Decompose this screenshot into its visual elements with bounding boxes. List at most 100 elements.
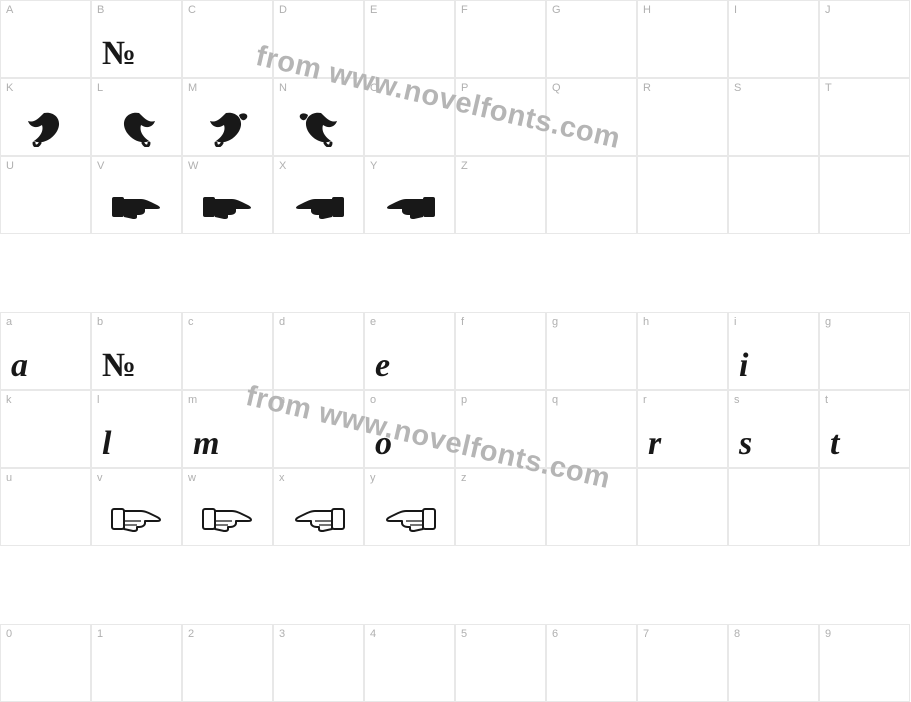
cell-label: A [6,4,13,16]
char-cell-empty [637,468,728,546]
char-cell-s[interactable]: ss [728,390,819,468]
char-cell-e[interactable]: ee [364,312,455,390]
cell-label: x [279,472,285,484]
cell-label: 5 [461,628,467,640]
cell-label: f [461,316,464,328]
char-cell-I[interactable]: I [728,0,819,78]
char-cell-Y[interactable]: Y [364,156,455,234]
char-cell-E[interactable]: E [364,0,455,78]
cell-label: E [370,4,377,16]
char-cell-R[interactable]: R [637,78,728,156]
char-cell-f[interactable]: f [455,312,546,390]
cell-label: G [552,4,561,16]
char-cell-U[interactable]: U [0,156,91,234]
char-cell-8[interactable]: 8 [728,624,819,702]
cell-label: q [552,394,558,406]
char-cell-v[interactable]: v [91,468,182,546]
cell-label: d [279,316,285,328]
cell-label: M [188,82,197,94]
char-cell-empty [637,156,728,234]
char-cell-d[interactable]: d [273,312,364,390]
char-cell-c[interactable]: c [182,312,273,390]
cell-label: p [461,394,467,406]
char-cell-2[interactable]: 2 [182,624,273,702]
char-cell-m[interactable]: mm [182,390,273,468]
char-cell-z[interactable]: z [455,468,546,546]
cell-label: v [97,472,103,484]
cell-label: B [97,4,104,16]
char-cell-a[interactable]: aa [0,312,91,390]
char-cell-r[interactable]: rr [637,390,728,468]
char-cell-y[interactable]: y [364,468,455,546]
char-cell-6[interactable]: 6 [546,624,637,702]
row-spacer [0,234,910,254]
cell-label: g [825,316,831,328]
cell-label: J [825,4,831,16]
char-cell-empty [819,468,910,546]
char-cell-4[interactable]: 4 [364,624,455,702]
char-cell-empty [728,468,819,546]
char-cell-M[interactable]: M [182,78,273,156]
char-cell-Q[interactable]: Q [546,78,637,156]
cell-label: i [734,316,736,328]
char-cell-Z[interactable]: Z [455,156,546,234]
char-cell-K[interactable]: K [0,78,91,156]
char-cell-C[interactable]: C [182,0,273,78]
cell-label: h [643,316,649,328]
char-cell-J[interactable]: J [819,0,910,78]
char-cell-x[interactable]: x [273,468,364,546]
char-cell-P[interactable]: P [455,78,546,156]
char-cell-empty [546,156,637,234]
cell-label: a [6,316,12,328]
char-cell-u[interactable]: u [0,468,91,546]
char-cell-S[interactable]: S [728,78,819,156]
cell-label: C [188,4,196,16]
char-cell-k[interactable]: k [0,390,91,468]
char-cell-i[interactable]: ii [728,312,819,390]
char-cell-1[interactable]: 1 [91,624,182,702]
char-cell-p[interactable]: p [455,390,546,468]
char-cell-B[interactable]: B№ [91,0,182,78]
char-cell-o[interactable]: oo [364,390,455,468]
char-cell-D[interactable]: D [273,0,364,78]
cell-label: X [279,160,286,172]
char-cell-9[interactable]: 9 [819,624,910,702]
char-cell-t[interactable]: tt [819,390,910,468]
char-cell-X[interactable]: X [273,156,364,234]
character-map-grid: A B№ C DE FG H IJ K L M N OP QRST UV W X Y Zaab№c… [0,0,911,702]
cell-label: s [734,394,740,406]
char-cell-w[interactable]: w [182,468,273,546]
char-cell-g[interactable]: g [819,312,910,390]
char-cell-N[interactable]: N [273,78,364,156]
char-cell-L[interactable]: L [91,78,182,156]
char-cell-T[interactable]: T [819,78,910,156]
char-cell-O[interactable]: O [364,78,455,156]
char-cell-7[interactable]: 7 [637,624,728,702]
cell-label: N [279,82,287,94]
cell-label: y [370,472,376,484]
cell-label: n [279,394,285,406]
char-cell-h[interactable]: h [637,312,728,390]
char-cell-b[interactable]: b№ [91,312,182,390]
char-cell-g[interactable]: g [546,312,637,390]
char-cell-q[interactable]: q [546,390,637,468]
char-cell-0[interactable]: 0 [0,624,91,702]
cell-label: T [825,82,832,94]
char-cell-V[interactable]: V [91,156,182,234]
cell-label: b [97,316,103,328]
char-cell-G[interactable]: G [546,0,637,78]
cell-label: 1 [97,628,103,640]
cell-label: H [643,4,651,16]
cell-label: P [461,82,468,94]
char-cell-F[interactable]: F [455,0,546,78]
char-cell-A[interactable]: A [0,0,91,78]
char-cell-l[interactable]: ll [91,390,182,468]
cell-label: o [370,394,376,406]
char-cell-H[interactable]: H [637,0,728,78]
char-cell-5[interactable]: 5 [455,624,546,702]
cell-label: 9 [825,628,831,640]
char-cell-W[interactable]: W [182,156,273,234]
char-cell-n[interactable]: n [273,390,364,468]
cell-label: 4 [370,628,376,640]
char-cell-3[interactable]: 3 [273,624,364,702]
